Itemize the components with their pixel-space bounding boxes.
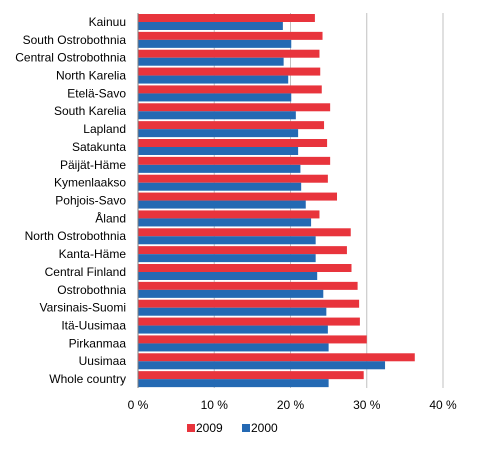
bar-2000 xyxy=(138,379,329,388)
category-label: Varsinais-Suomi xyxy=(40,301,126,315)
bar-2000 xyxy=(138,22,283,30)
bar-2009 xyxy=(138,174,328,183)
bar-2009 xyxy=(138,121,325,130)
bar-2009 xyxy=(138,85,322,94)
bar-2000 xyxy=(138,164,301,173)
category-label: Pirkanmaa xyxy=(69,336,127,350)
category-label: Kymenlaakso xyxy=(54,176,126,190)
bar-2009 xyxy=(138,335,367,344)
category-label: Pohjois-Savo xyxy=(55,194,126,208)
bar-2000 xyxy=(138,39,292,48)
bar-2009 xyxy=(138,139,328,147)
x-tick-label: 20 % xyxy=(277,398,305,412)
bar-2000 xyxy=(138,200,306,209)
bar-2000 xyxy=(138,57,284,66)
category-label: Kainuu xyxy=(89,15,126,29)
bar-2000 xyxy=(138,254,316,263)
category-label: South Karelia xyxy=(54,104,126,118)
bar-2009 xyxy=(138,67,321,76)
category-label: Kanta-Häme xyxy=(59,247,127,261)
bar-2000 xyxy=(138,343,329,352)
bar-2009 xyxy=(138,192,338,201)
category-label: Ostrobothnia xyxy=(57,283,126,297)
bar-2009 xyxy=(138,281,358,290)
category-label: Satakunta xyxy=(72,140,126,154)
bar-2000 xyxy=(138,111,296,120)
category-label: South Ostrobothnia xyxy=(23,33,127,47)
bar-2009 xyxy=(138,103,331,112)
category-label: Central Finland xyxy=(45,265,126,279)
bar-2000 xyxy=(138,289,324,298)
bar-2000 xyxy=(138,361,386,370)
bar-2000 xyxy=(138,325,328,334)
bar-2000 xyxy=(138,182,302,191)
bar-2009 xyxy=(138,49,320,58)
bar-2009 xyxy=(138,228,351,237)
category-label: Uusimaa xyxy=(79,354,127,368)
legend-swatch-2009 xyxy=(187,424,195,432)
bar-2000 xyxy=(138,147,299,155)
bar-2009 xyxy=(138,31,323,40)
category-label: North Karelia xyxy=(56,69,126,83)
category-label: Whole country xyxy=(49,372,126,386)
x-tick-label: 10 % xyxy=(201,398,229,412)
bar-2009 xyxy=(138,14,315,22)
bars xyxy=(138,14,415,388)
bar-2009 xyxy=(138,299,360,308)
category-label: Central Ostrobothnia xyxy=(15,51,126,65)
bar-2009 xyxy=(138,210,320,219)
legend: 2009 2000 xyxy=(187,421,278,435)
bar-2000 xyxy=(138,93,292,102)
legend-label-2000: 2000 xyxy=(251,421,278,435)
category-labels: Kainuu South Ostrobothnia Central Ostrobot… xyxy=(15,15,126,386)
bar-2009 xyxy=(138,353,415,362)
legend-label-2009: 2009 xyxy=(196,421,223,435)
bar-2009 xyxy=(138,156,331,165)
bar-2009 xyxy=(138,371,364,380)
bar-2000 xyxy=(138,218,312,227)
bar-2000 xyxy=(138,307,327,316)
category-label: Itä-Uusimaa xyxy=(61,319,126,333)
x-tick-label: 40 % xyxy=(429,398,457,412)
x-tick-labels: 0 % 10 % 20 % 30 % 40 % xyxy=(128,398,457,412)
bar-2009 xyxy=(138,246,347,255)
bar-2009 xyxy=(138,317,360,326)
legend-swatch-2000 xyxy=(242,424,250,432)
x-tick-label: 30 % xyxy=(353,398,381,412)
category-label: Päijät-Häme xyxy=(60,158,126,172)
category-label: Åland xyxy=(95,210,126,225)
bar-2000 xyxy=(138,75,289,84)
x-tick-label: 0 % xyxy=(128,398,149,412)
category-label: Lapland xyxy=(83,122,126,136)
bar-2000 xyxy=(138,272,318,280)
bar-2009 xyxy=(138,264,352,272)
category-label: Etelä-Savo xyxy=(67,86,126,100)
category-label: North Ostrobothnia xyxy=(25,229,127,243)
bar-2000 xyxy=(138,129,299,138)
bar-2000 xyxy=(138,236,316,245)
